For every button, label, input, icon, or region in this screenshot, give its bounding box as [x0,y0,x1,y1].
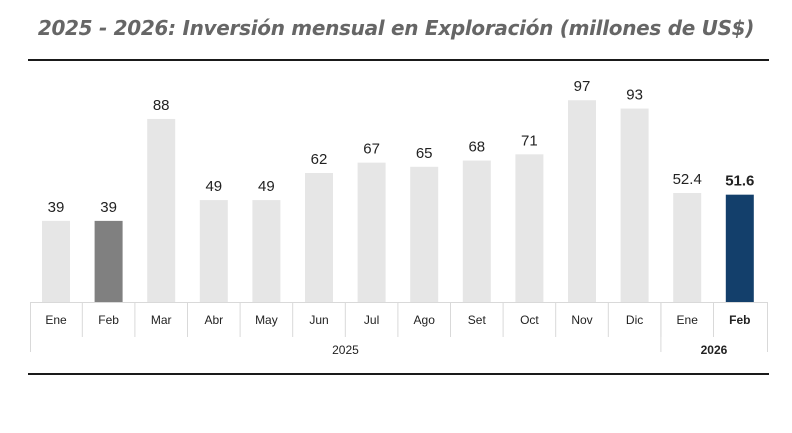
x-tick-label: Jul [364,313,379,327]
x-tick-label: Ene [677,313,699,327]
bottom-rule [28,373,769,375]
x-tick-label: Feb [729,313,750,327]
x-tick-label: Ago [414,313,436,327]
chart-title: 2025 - 2026: Inversión mensual en Explor… [37,16,755,40]
bar-nov-10 [568,100,596,303]
bar-oct-9 [515,154,544,302]
data-label: 49 [205,178,222,195]
data-label: 65 [416,145,433,162]
bar-jul-6 [357,162,386,302]
x-tick-label: Feb [98,313,119,327]
top-rule [28,59,769,61]
bar-mar-2 [147,118,176,303]
data-label: 52.4 [673,171,702,188]
bar-may-4 [252,200,281,302]
x-tick-label: Oct [520,313,539,327]
data-label: 39 [100,199,117,216]
data-label: 39 [48,199,65,216]
x-tick-label: Nov [571,313,592,327]
year-label: 2026 [701,343,728,357]
bar-dic-11 [620,108,649,302]
data-label: 97 [574,78,591,95]
data-label: 93 [626,87,643,104]
bar-feb-13 [725,194,754,302]
bar-ago-7 [410,166,439,302]
data-label: 49 [258,178,275,195]
data-label: 68 [468,139,485,156]
data-label: 71 [521,132,538,149]
x-tick-label: Set [468,313,487,327]
data-label: 88 [153,97,170,114]
bar-feb-1 [94,220,123,302]
x-tick-label: Abr [204,313,223,327]
x-tick-label: Jun [309,313,328,327]
x-tick-label: Ene [45,313,67,327]
bar-set-8 [462,160,491,302]
bar-jun-5 [305,173,333,302]
x-tick-label: Dic [626,313,643,327]
x-tick-label: Mar [151,313,172,327]
bar-abr-3 [199,200,228,302]
x-tick-label: May [255,313,278,327]
data-label: 51.6 [725,173,754,190]
data-label: 62 [311,151,328,168]
year-label: 2025 [332,343,359,357]
data-label: 67 [363,141,380,158]
bar-ene-0 [42,220,70,302]
bar-ene-12 [673,193,702,302]
